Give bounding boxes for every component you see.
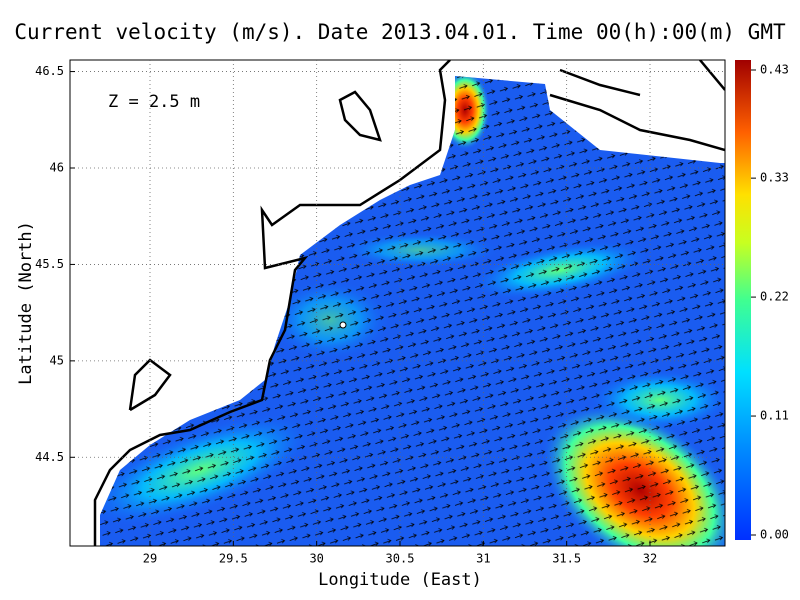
- colorbar-tick-label: 0.00: [760, 528, 789, 542]
- chart-title: Current velocity (m/s). Date 2013.04.01.…: [14, 20, 786, 44]
- colorbar-tick-label: 0.33: [760, 171, 789, 185]
- coastline: [93, 60, 725, 546]
- x-axis-label: Longitude (East): [318, 570, 482, 590]
- x-tick-label: 30: [309, 552, 323, 566]
- colorbar-tick-label: 0.43: [760, 63, 789, 77]
- y-tick-label: 46: [50, 161, 64, 175]
- y-axis-label: Latitude (North): [16, 221, 36, 385]
- x-tick-label: 30.5: [386, 552, 415, 566]
- plot-frame: [69, 59, 726, 547]
- colorbar-tick-label: 0.11: [760, 409, 789, 423]
- x-tick-label: 29.5: [219, 552, 248, 566]
- colorbar-tick-label: 0.22: [760, 290, 789, 304]
- velocity-field: [100, 76, 725, 546]
- y-tick-label: 45: [50, 353, 64, 367]
- colorbar: [735, 60, 751, 540]
- x-tick-label: 31: [476, 552, 490, 566]
- island: [339, 321, 347, 329]
- y-tick-label: 46.5: [35, 64, 64, 78]
- annotation: Z = 2.5 m: [108, 92, 200, 112]
- x-tick-label: 31.5: [552, 552, 581, 566]
- x-tick-label: 32: [643, 552, 657, 566]
- x-tick-label: 29: [143, 552, 157, 566]
- y-tick-label: 44.5: [35, 450, 64, 464]
- y-tick-label: 45.5: [35, 257, 64, 271]
